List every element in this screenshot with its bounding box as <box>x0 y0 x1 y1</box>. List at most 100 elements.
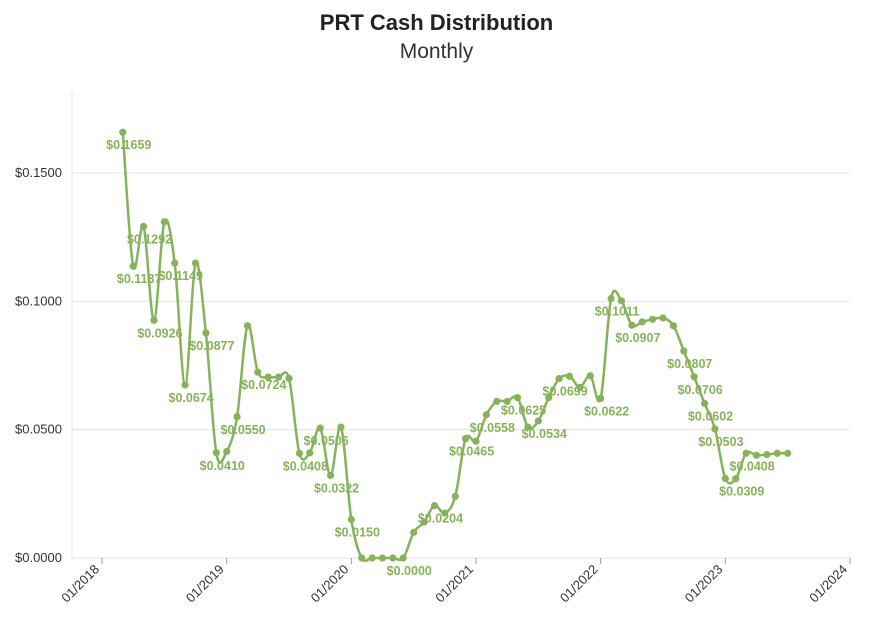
data-point <box>171 259 179 267</box>
data-point <box>254 368 262 376</box>
data-point <box>358 554 366 562</box>
data-label: $0.0534 <box>522 427 567 441</box>
data-point <box>763 450 771 459</box>
data-point <box>617 297 626 305</box>
data-point <box>139 222 148 230</box>
data-point <box>482 411 490 419</box>
data-point <box>721 474 729 483</box>
data-point <box>669 322 677 330</box>
data-point <box>680 347 688 355</box>
data-label: $0.0674 <box>169 391 214 405</box>
data-point <box>410 528 418 536</box>
y-tick-label: $0.1000 <box>15 293 62 308</box>
data-label: $0.0503 <box>698 435 743 449</box>
x-tick-label: 01/2023 <box>682 562 726 606</box>
data-point <box>586 372 594 380</box>
data-label: $0.0550 <box>220 423 265 437</box>
data-point <box>649 315 657 323</box>
data-point <box>513 393 522 402</box>
data-label: $0.0465 <box>449 445 494 459</box>
data-point <box>337 423 345 431</box>
data-point <box>742 449 750 457</box>
y-tick-label: $0.1500 <box>15 165 62 180</box>
data-point <box>638 318 646 326</box>
data-point <box>534 417 542 425</box>
data-label: $0.0625 <box>501 404 546 418</box>
data-point <box>233 413 241 421</box>
data-point <box>191 259 200 267</box>
data-label: $0.0204 <box>418 512 463 526</box>
data-point <box>597 394 605 402</box>
data-label: $0.0309 <box>719 485 764 499</box>
data-label: $0.0877 <box>189 339 234 353</box>
data-point <box>773 449 781 457</box>
chart-title: PRT Cash Distribution <box>319 10 554 35</box>
data-label: $0.0408 <box>283 459 328 473</box>
data-label: $0.1292 <box>127 232 172 246</box>
data-label: $0.0807 <box>667 357 712 371</box>
data-label: $0.0724 <box>241 378 286 392</box>
data-point <box>316 424 324 432</box>
data-point <box>264 373 272 381</box>
data-label: $0.0410 <box>200 459 245 473</box>
data-point <box>202 329 210 337</box>
data-point <box>441 509 449 517</box>
x-tick-label: 01/2019 <box>183 562 227 606</box>
x-tick-label: 01/2022 <box>557 562 601 606</box>
x-tick-label: 01/2024 <box>806 562 850 606</box>
data-point <box>784 449 792 457</box>
data-point <box>472 437 480 445</box>
data-label: $0.0558 <box>470 421 515 435</box>
data-point <box>212 449 220 457</box>
data-label: $0.0706 <box>678 383 723 397</box>
data-point <box>711 425 719 433</box>
data-point <box>275 373 283 381</box>
data-label: $0.0506 <box>304 434 349 448</box>
data-point <box>347 515 355 524</box>
data-point <box>493 397 501 406</box>
data-points <box>119 128 792 562</box>
data-label: $0.0907 <box>615 331 660 345</box>
data-point <box>306 449 314 457</box>
data-point <box>129 262 137 270</box>
data-point <box>752 451 761 459</box>
data-label: $0.1137 <box>117 272 162 286</box>
data-point <box>524 423 532 431</box>
data-point <box>420 518 428 526</box>
data-point <box>659 314 667 322</box>
data-point <box>462 435 470 443</box>
data-label: $0.0000 <box>387 564 432 578</box>
x-tick-label: 01/2020 <box>308 562 352 606</box>
data-label: $0.0699 <box>543 385 588 399</box>
data-point <box>503 397 511 406</box>
y-tick-label: $0.0500 <box>15 422 62 437</box>
data-point <box>326 471 335 479</box>
data-point <box>399 554 407 562</box>
data-label: $0.0322 <box>314 481 359 495</box>
data-point <box>223 447 231 456</box>
data-labels: $0.1659 $0.1137 $0.1292 $0.0926 $0.1149 $0.06… <box>106 138 775 578</box>
data-point <box>732 475 740 483</box>
data-point <box>607 294 615 303</box>
data-point <box>451 492 459 500</box>
data-point <box>285 374 293 382</box>
data-label: $0.0926 <box>137 326 182 340</box>
data-point <box>565 372 574 380</box>
y-tick-label: $0.0000 <box>15 550 62 565</box>
data-point <box>119 128 127 136</box>
data-point <box>389 554 397 562</box>
chart-subtitle: Monthly <box>399 40 474 63</box>
data-point <box>160 218 168 226</box>
data-point <box>430 502 439 510</box>
data-label: $0.1149 <box>158 269 203 283</box>
x-tick-label: 01/2021 <box>432 562 476 606</box>
data-point <box>690 373 698 381</box>
data-point <box>555 374 563 383</box>
data-label: $0.1011 <box>595 305 640 319</box>
data-label: $0.0408 <box>730 459 775 473</box>
data-point <box>378 554 387 562</box>
data-point <box>545 393 553 402</box>
x-tick-label: 01/2018 <box>58 562 102 606</box>
data-point <box>181 381 189 389</box>
